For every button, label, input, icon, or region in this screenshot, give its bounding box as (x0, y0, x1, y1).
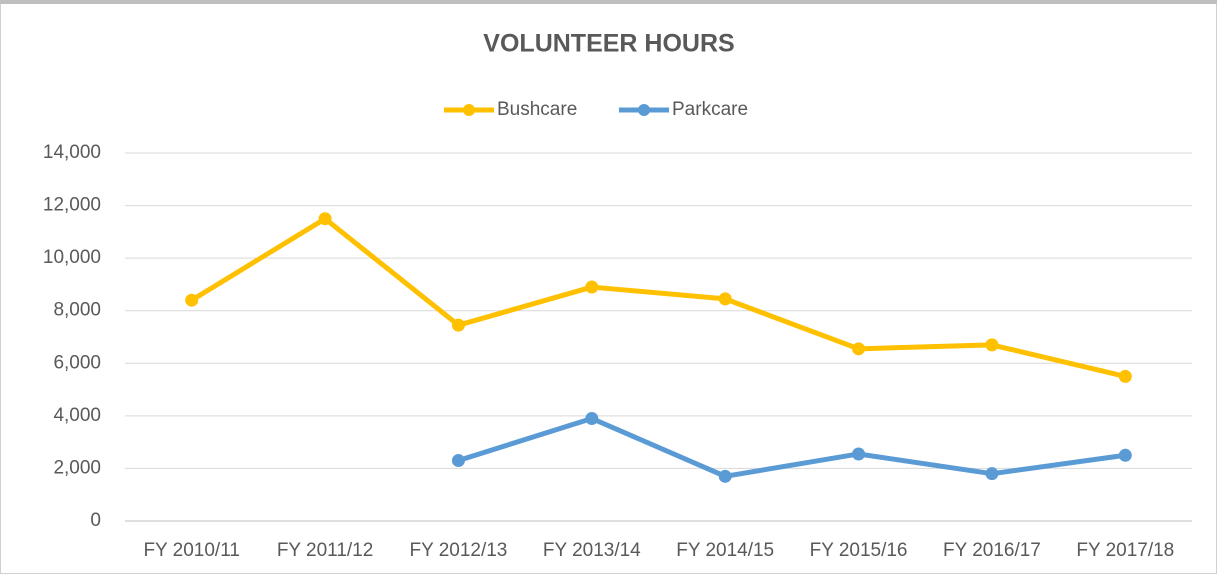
y-tick-label: 8,000 (53, 300, 101, 321)
point (585, 280, 599, 294)
legend-label: Parkcare (672, 99, 748, 120)
y-tick-label: 6,000 (53, 352, 101, 373)
x-tick-label: FY 2014/15 (676, 540, 774, 561)
series-line (190, 216, 1126, 379)
point (318, 212, 332, 226)
point (985, 338, 999, 352)
x-tick-label: FY 2010/11 (143, 540, 239, 561)
x-tick-label: FY 2016/17 (943, 540, 1041, 561)
x-tick-label: FY 2015/16 (810, 540, 908, 561)
point (585, 411, 599, 425)
point (451, 318, 465, 332)
point (451, 454, 465, 468)
point (718, 292, 732, 306)
x-tick-label: FY 2011/12 (277, 540, 373, 561)
legend-label: Bushcare (497, 99, 577, 120)
x-tick-label: FY 2013/14 (543, 540, 641, 561)
x-tick-label: FY 2017/18 (1076, 540, 1174, 561)
point (852, 447, 866, 461)
top-edge (0, 0, 1217, 4)
x-tick-label: FY 2012/13 (409, 540, 507, 561)
point (1118, 369, 1132, 383)
y-tick-label: 12,000 (43, 195, 101, 216)
point (718, 469, 732, 483)
point (185, 293, 199, 307)
y-tick-label: 10,000 (43, 247, 101, 268)
legend-marker (638, 104, 650, 116)
point (985, 467, 999, 481)
y-tick-label: 0 (90, 510, 101, 531)
series-line (457, 415, 1126, 479)
point (852, 342, 866, 356)
y-tick-label: 2,000 (53, 457, 101, 478)
chart-title: VOLUNTEER HOURS (483, 30, 734, 58)
legend-marker (463, 104, 475, 116)
y-tick-label: 14,000 (43, 142, 101, 163)
point (1118, 448, 1132, 462)
y-tick-label: 4,000 (53, 405, 101, 426)
